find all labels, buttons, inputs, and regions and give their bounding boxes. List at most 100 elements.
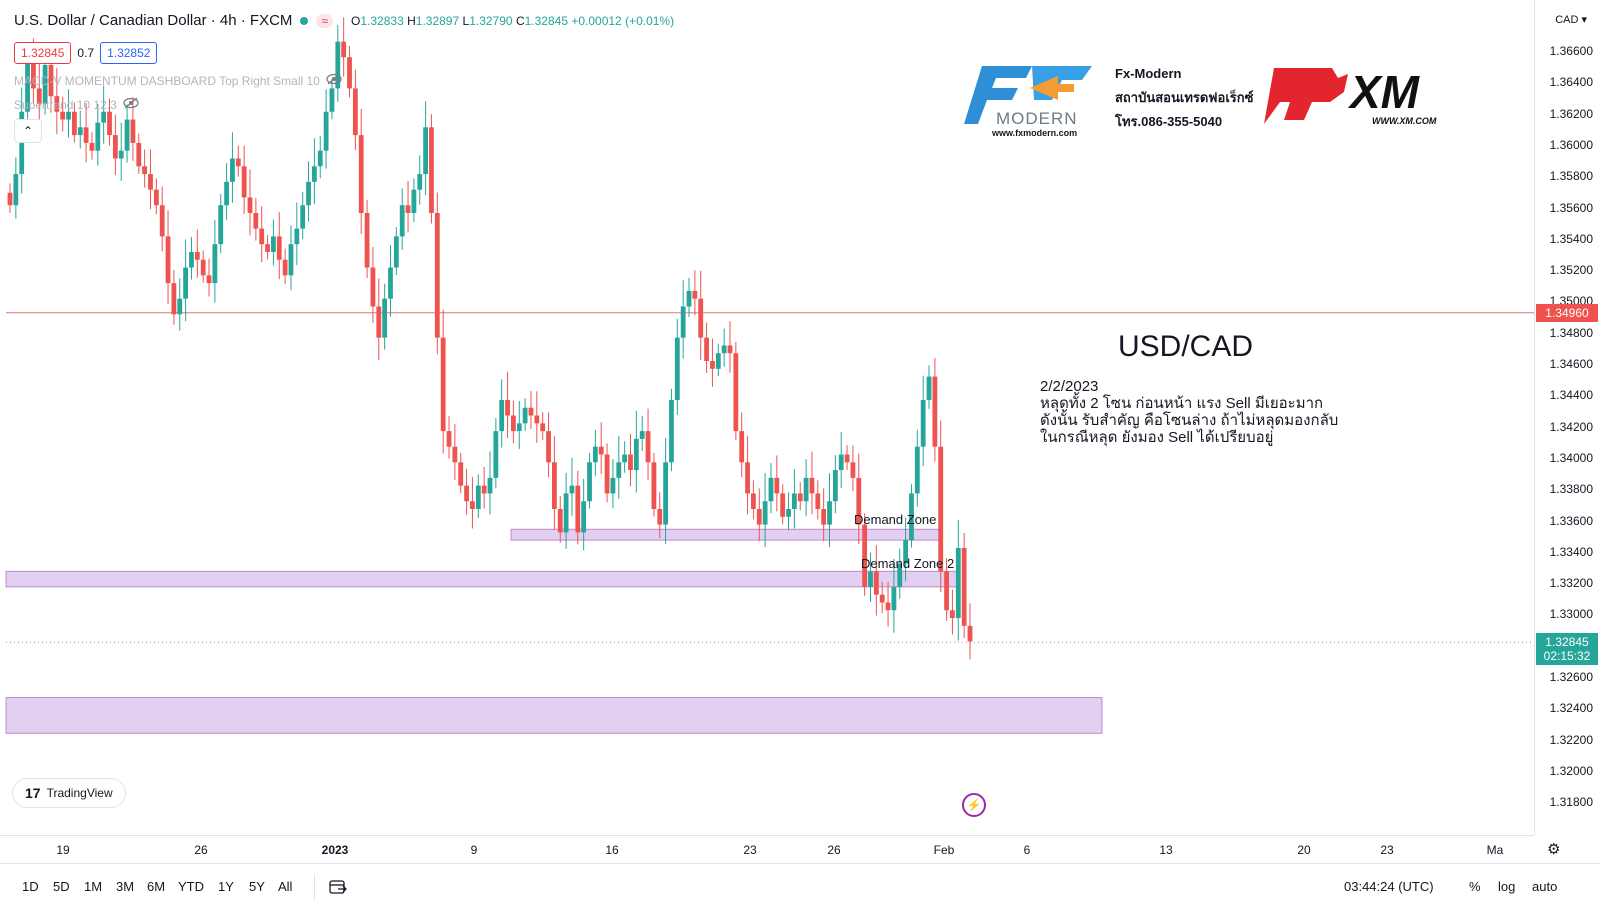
candle-body [493,431,499,478]
price-tick: 1.36200 [1549,106,1593,121]
indicator-supertrend-label: Supertrend 10 12.3 [14,97,117,112]
candle-body [961,547,967,626]
percent-toggle[interactable]: % [1469,879,1481,894]
price-tick: 1.34200 [1549,419,1593,434]
log-toggle[interactable]: log [1498,879,1516,894]
price-chart[interactable] [0,0,1534,835]
candle-body [464,485,469,502]
range-6m-button[interactable]: 6M [147,879,166,894]
price-tick: 1.31800 [1549,795,1593,810]
candle-body [715,353,721,369]
candle-body [575,485,581,533]
indicator-supertrend[interactable]: Supertrend 10 12.3 [14,97,139,112]
time-tick: 26 [194,843,208,857]
candle-body [633,438,639,471]
candle-body [95,122,101,151]
eye-hidden-icon[interactable] [326,73,342,88]
auto-toggle[interactable]: auto [1532,879,1558,894]
candle-body [294,228,300,245]
candle-body [598,446,604,455]
price-tick: 1.33800 [1549,482,1593,497]
bottom-toolbar: 1D 5D 1M 3M 6M YTD 1Y 5Y All 03:44:24 (U… [0,863,1600,912]
range-5d-button[interactable]: 5D [53,879,70,894]
sell-button[interactable]: 1.32845 [14,42,72,64]
candle-body [230,158,235,182]
candle-body [458,462,464,486]
candle-body [680,306,686,338]
candle-body [329,88,335,112]
currency-select[interactable]: CAD ▾ [1555,14,1587,26]
candle-body [909,493,914,541]
range-3m-button[interactable]: 3M [116,879,135,894]
range-all-button[interactable]: All [278,879,293,894]
candle-body [212,244,218,284]
candle-body [253,213,259,229]
candle-body [674,337,680,400]
candle-body [686,290,692,307]
time-axis[interactable]: 19 26 2023 9 16 23 26 Feb 6 13 20 23 Ma [0,835,1534,864]
range-1d-button[interactable]: 1D [22,879,39,894]
candle-body [288,244,294,276]
price-tick: 1.33600 [1549,513,1593,528]
candle-body [452,446,458,463]
analysis-note: 2/2/2023 หลุดทั้ง 2 โซน ก่อนหน้า แรง Sel… [1040,378,1338,446]
candle-body [101,111,107,123]
candle-body [522,407,528,424]
goto-date-icon[interactable] [329,879,347,898]
price-tick: 1.33200 [1549,576,1593,591]
candle-body [341,41,347,58]
candle-body [136,142,142,167]
candle-body [358,135,364,214]
price-tick: 1.32200 [1549,732,1593,747]
eye-hidden-icon[interactable] [123,97,139,112]
candle-body [610,477,616,494]
time-tick: Ma [1486,843,1504,857]
svg-text:WWW.XM.COM: WWW.XM.COM [1372,116,1437,126]
range-ytd-button[interactable]: YTD [178,879,204,894]
lightning-icon[interactable]: ⚡ [962,793,986,817]
price-scale[interactable]: CAD ▾ 1.36600 1.36400 1.36200 1.36000 1.3580… [1534,0,1600,835]
symbol-title[interactable]: U.S. Dollar / Canadian Dollar · 4h · FXC… [14,12,293,29]
candle-body [616,462,622,478]
candle-body [306,181,311,206]
price-tick: 1.36400 [1549,75,1593,90]
candle-body [159,205,165,237]
candle-body [692,290,698,299]
candle-body [206,275,212,284]
candle-body [265,244,270,252]
collapse-legend-button[interactable]: ⌃ [14,119,42,143]
candle-body [83,127,89,143]
candle-body [183,267,189,299]
candle-body [259,228,265,245]
candle-body [405,205,411,214]
chart-area[interactable] [0,0,1534,835]
candle-body [189,251,194,268]
candle-body [124,119,130,151]
candle-body [241,166,247,198]
range-1m-button[interactable]: 1M [84,879,103,894]
candle-body [446,431,452,447]
candle-body [780,493,786,517]
wave-badge-icon[interactable]: ≈ [316,13,334,28]
candle-body [311,166,317,182]
buy-button[interactable]: 1.32852 [100,42,158,64]
candle-body [721,345,727,354]
price-tick: 1.32400 [1549,701,1593,716]
gear-icon[interactable]: ⚙ [1547,841,1561,858]
tradingview-logo[interactable]: 17 TradingView [12,778,126,808]
fxmodern-logo: MODERN www.fxmodern.com [964,66,1092,138]
candle-body [639,431,645,439]
candle-body [663,462,669,525]
range-5y-button[interactable]: 5Y [249,879,265,894]
candle-body [48,65,54,97]
range-1y-button[interactable]: 1Y [218,879,234,894]
svg-text:MODERN: MODERN [996,109,1078,128]
indicator-macd[interactable]: MACD-V MOMENTUM DASHBOARD Top Right Smal… [14,73,342,88]
candle-body [546,431,551,463]
candle-body [271,236,276,252]
candle-body [868,571,873,587]
candle-body [323,111,329,151]
utc-clock[interactable]: 03:44:24 (UTC) [1344,879,1434,894]
time-tick: 16 [605,843,619,857]
candle-body [897,563,903,587]
